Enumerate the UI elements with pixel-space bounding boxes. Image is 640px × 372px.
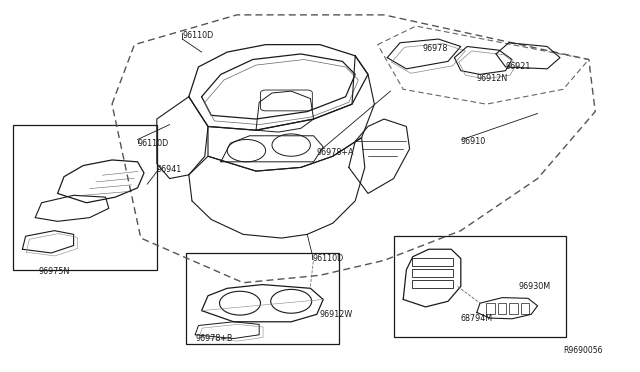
- Text: R9690056: R9690056: [563, 346, 603, 355]
- Text: 96930M: 96930M: [518, 282, 550, 291]
- Bar: [13, 125, 157, 270]
- Text: 96978+B: 96978+B: [195, 334, 233, 343]
- Text: 96110D: 96110D: [138, 139, 169, 148]
- Bar: [509, 303, 518, 314]
- Text: 96110D: 96110D: [312, 254, 344, 263]
- Text: 68794M: 68794M: [461, 314, 493, 323]
- Text: 96975N: 96975N: [38, 267, 70, 276]
- Text: 96978+A: 96978+A: [317, 148, 355, 157]
- Text: 96941: 96941: [157, 165, 182, 174]
- Text: 96978: 96978: [422, 44, 448, 53]
- Bar: [186, 253, 339, 344]
- Bar: [521, 303, 529, 314]
- Text: 96921: 96921: [506, 62, 531, 71]
- Text: 96110D: 96110D: [182, 31, 214, 40]
- Bar: [498, 303, 506, 314]
- Bar: [486, 303, 495, 314]
- Text: 96910: 96910: [461, 137, 486, 146]
- Text: 96912W: 96912W: [320, 310, 353, 319]
- Bar: [412, 280, 453, 288]
- Bar: [412, 258, 453, 266]
- Bar: [394, 236, 566, 337]
- Bar: [412, 269, 453, 277]
- Text: 96912N: 96912N: [477, 74, 508, 83]
